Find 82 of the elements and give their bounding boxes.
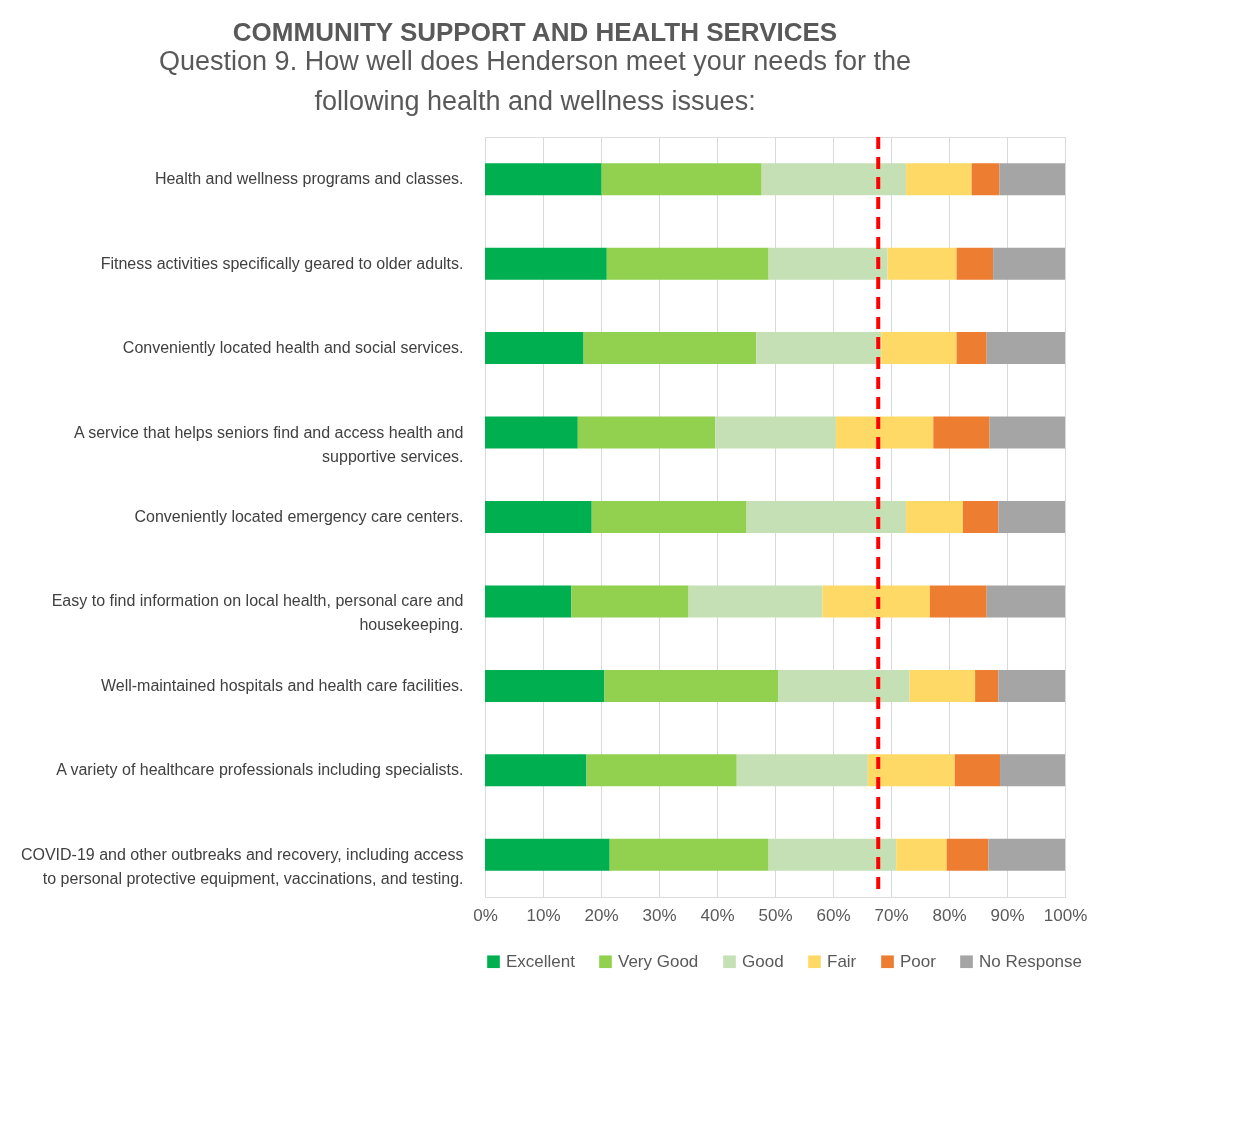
bar [822, 585, 930, 618]
x-tick-label: 70% [874, 905, 909, 925]
bar [583, 332, 757, 365]
bar [1000, 754, 1065, 787]
x-tick-label: 30% [642, 905, 677, 925]
x-tick-label: 10% [526, 905, 561, 925]
bar [715, 416, 836, 449]
bar [571, 585, 689, 618]
bar [485, 669, 605, 702]
chart-title: COMMUNITY SUPPORT AND HEALTH SERVICES [232, 17, 838, 47]
bar [998, 669, 1065, 702]
y-tick-label: Easy to find information on local health, personal care and housekeeping. [51, 592, 464, 634]
bar [962, 501, 999, 533]
bar [929, 585, 987, 618]
legend-label: Poor [900, 951, 937, 971]
bar [975, 669, 999, 702]
bar [933, 416, 990, 449]
legend-label: No Response [979, 951, 1083, 971]
bar [896, 838, 947, 871]
bar [999, 163, 1065, 196]
bar [993, 247, 1065, 280]
bar [586, 754, 737, 787]
x-tick-label: 0% [473, 905, 498, 925]
y-tick-label: COVID-19 and other outbreaks and recovery, including access to personal protective equipment, vaccinations, and testing. [20, 845, 464, 887]
bar [485, 247, 607, 280]
bar [986, 332, 1065, 365]
legend-label: Good [742, 951, 784, 971]
bar [998, 501, 1065, 533]
bar [768, 247, 888, 280]
y-tick-label: Health and wellness programs and classes. [154, 170, 464, 188]
bar [946, 838, 989, 871]
bar [485, 332, 584, 365]
x-tick-label: 100% [1043, 905, 1088, 925]
y-tick-label: Conveniently located emergency care centers. [134, 508, 464, 525]
y-tick-label: A variety of healthcare professionals including specialists. [56, 761, 464, 779]
bar [577, 416, 716, 449]
bar [485, 163, 602, 196]
bar [485, 501, 592, 533]
bar [591, 501, 747, 533]
legend-label: Excellent [506, 951, 576, 971]
x-tick-label: 90% [990, 905, 1025, 925]
x-tick-label: 50% [758, 905, 793, 925]
bar [746, 501, 907, 533]
bar [736, 754, 868, 787]
bar [954, 754, 1001, 787]
y-tick-label: Well-maintained hospitals and health care facilities. [100, 676, 464, 694]
bar [688, 585, 823, 618]
bar [887, 247, 957, 280]
bar [485, 585, 572, 618]
bar [485, 416, 578, 449]
y-tick-label: Conveniently located health and social services. [122, 339, 464, 357]
bar [756, 332, 882, 365]
legend-label: Fair [827, 951, 857, 971]
bar [606, 247, 769, 280]
bar [867, 754, 955, 787]
bar [906, 501, 963, 533]
bar [835, 416, 934, 449]
x-tick-label: 80% [932, 905, 967, 925]
bar [986, 585, 1065, 618]
bar [778, 669, 910, 702]
bar [761, 163, 907, 196]
bar [956, 247, 994, 280]
bar [989, 416, 1065, 449]
bar [485, 838, 610, 871]
bar [909, 669, 976, 702]
bar [956, 332, 987, 365]
chart-subtitle: Question 9. How well does Henderson meet your needs for the following health and wellness issues: [159, 46, 911, 116]
bar [609, 838, 769, 871]
bar [906, 163, 972, 196]
y-tick-label: A service that helps seniors find and access health and supportive services. [73, 423, 464, 465]
bar [971, 163, 1000, 196]
y-tick-label: Fitness activities specifically geared to older adults. [100, 254, 464, 272]
x-tick-label: 20% [584, 905, 619, 925]
bar [988, 838, 1065, 871]
bar [881, 332, 957, 365]
bar [768, 838, 897, 871]
bar [601, 163, 762, 196]
x-tick-label: 40% [700, 905, 735, 925]
legend-label: Very Good [618, 951, 699, 971]
bar [604, 669, 779, 702]
x-tick-label: 60% [816, 905, 851, 925]
bar [485, 754, 587, 787]
